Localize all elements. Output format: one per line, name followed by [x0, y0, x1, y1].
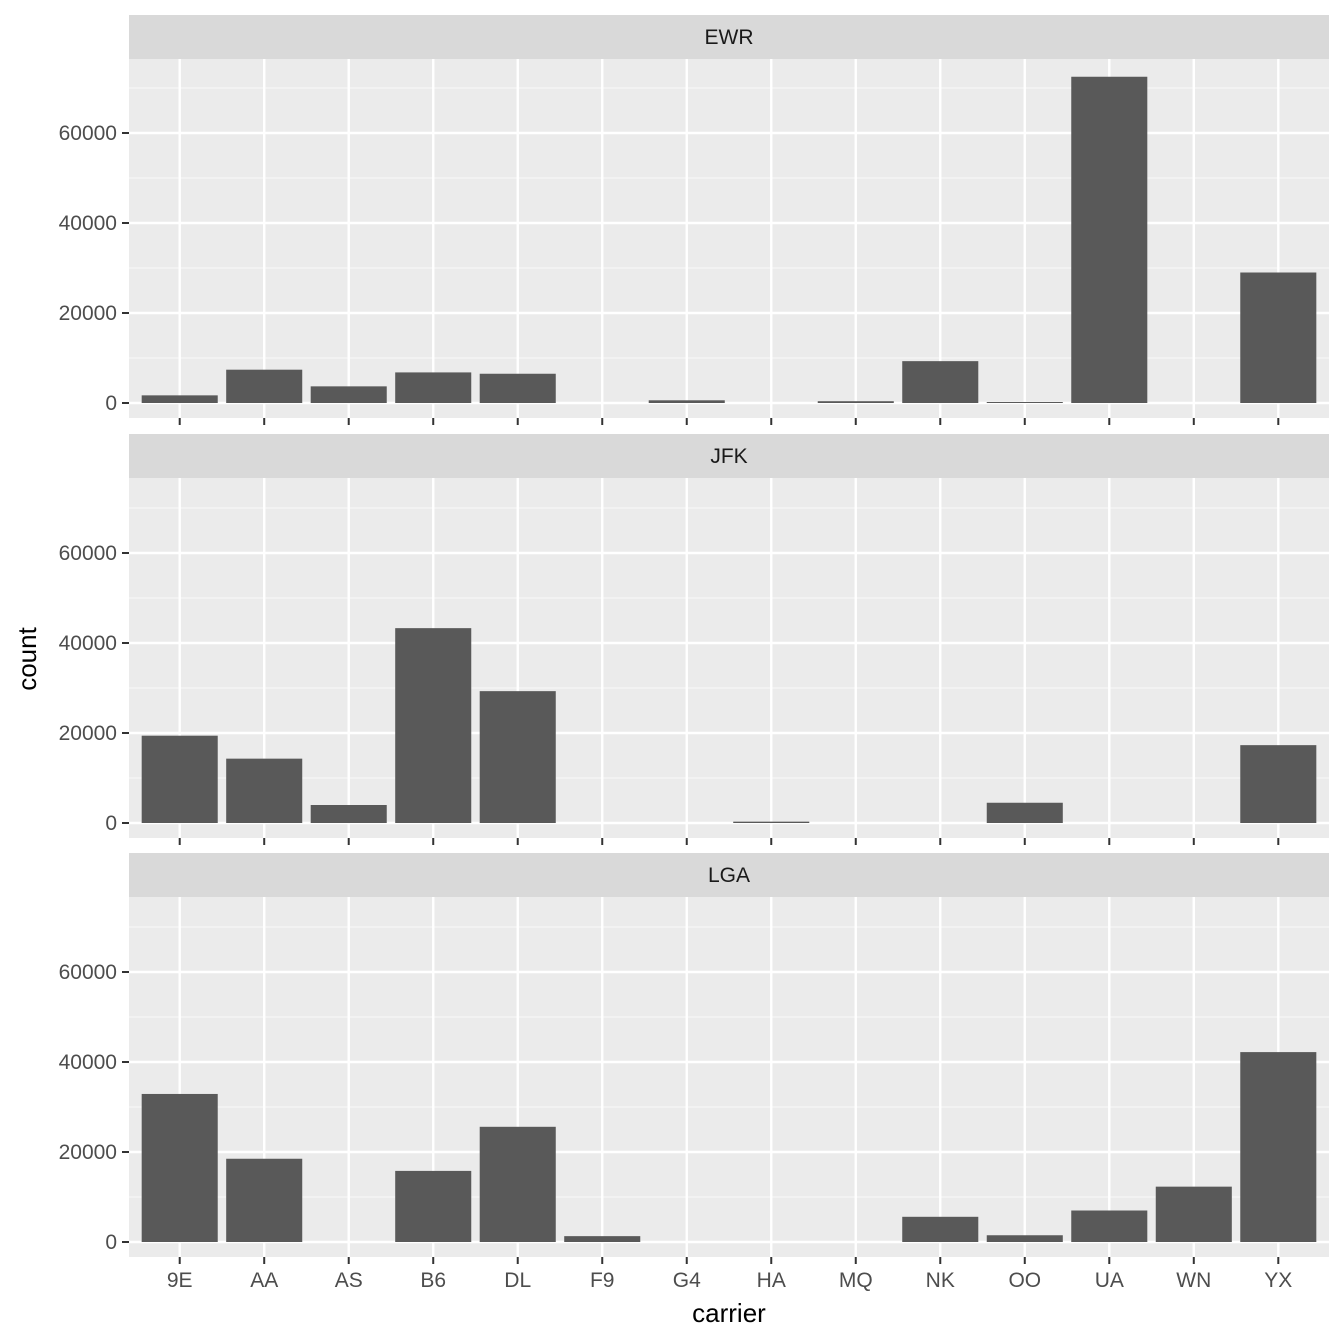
bar-ewr-mq [817, 401, 894, 403]
bar-jfk-ha [733, 821, 810, 823]
facet-panels: EWR0200004000060000JFK0200004000060000LG… [59, 15, 1329, 1264]
bar-lga-dl [479, 1126, 556, 1242]
facet-jfk: JFK 0 20000 40000 60000 [59, 434, 1329, 845]
bar-lga-oo [986, 1235, 1063, 1242]
bar-lga-nk [902, 1216, 979, 1242]
x-tick-label: WN [1176, 1269, 1211, 1292]
y-tick-label: 20000 [59, 1141, 117, 1164]
bar-ewr-aa [226, 369, 303, 403]
bar-lga-f9 [564, 1236, 641, 1242]
y-axis-title: count [12, 626, 42, 690]
x-axis: 9E AA AS B6 DL F9 G4 HA MQ NK OO UA WN YX [167, 1269, 1292, 1292]
bar-ewr-dl [479, 373, 556, 403]
y-tick-label: 40000 [59, 632, 117, 655]
facet-strip-label: EWR [705, 26, 754, 49]
y-tick-label: 40000 [59, 212, 117, 235]
bar-ewr-nk [902, 361, 979, 403]
bar-jfk-as [310, 805, 387, 823]
bar-lga-ua [1071, 1210, 1148, 1242]
bar-ewr-oo [986, 402, 1063, 403]
bar-ewr-b6 [395, 372, 472, 403]
y-tick-label: 20000 [59, 302, 117, 325]
bar-lga-9e [141, 1093, 218, 1242]
bar-jfk-dl [479, 691, 556, 823]
bar-ewr-yx [1240, 272, 1317, 403]
x-tick-label: YX [1264, 1269, 1292, 1292]
facet-ewr: EWR 0 20000 40000 60000 [59, 15, 1329, 425]
bar-lga-wn [1155, 1186, 1232, 1242]
x-tick-label: HA [757, 1269, 786, 1292]
bar-lga-yx [1240, 1052, 1317, 1242]
x-tick-label: MQ [839, 1269, 873, 1292]
y-tick-label: 60000 [59, 542, 117, 565]
x-tick-label: UA [1095, 1269, 1124, 1292]
bar-jfk-aa [226, 758, 303, 823]
bar-jfk-b6 [395, 628, 472, 823]
y-tick-label: 60000 [59, 122, 117, 145]
bar-ewr-ua [1071, 76, 1148, 403]
bar-ewr-g4 [648, 400, 725, 403]
facet-strip-label: LGA [708, 864, 750, 887]
x-tick-label: B6 [420, 1269, 446, 1292]
bar-lga-b6 [395, 1170, 472, 1242]
y-tick-label: 40000 [59, 1051, 117, 1074]
y-tick-label: 0 [105, 812, 117, 835]
facet-lga: LGA 0 20000 40000 60000 [59, 853, 1329, 1264]
x-tick-label: DL [504, 1269, 531, 1292]
x-tick-label: 9E [167, 1269, 193, 1292]
x-tick-label: AA [250, 1269, 278, 1292]
facet-strip [129, 434, 1329, 478]
x-axis-title: carrier [692, 1298, 766, 1328]
bar-jfk-yx [1240, 745, 1317, 823]
x-tick-label: G4 [673, 1269, 701, 1292]
bar-jfk-oo [986, 802, 1063, 823]
y-tick-label: 20000 [59, 722, 117, 745]
x-tick-label: AS [335, 1269, 363, 1292]
panel-background [129, 897, 1329, 1257]
panel-background [129, 59, 1329, 418]
x-tick-label: OO [1008, 1269, 1041, 1292]
bar-ewr-9e [141, 395, 218, 403]
facet-strip [129, 853, 1329, 897]
bar-ewr-as [310, 386, 387, 403]
y-tick-label: 0 [105, 1231, 117, 1254]
y-tick-label: 60000 [59, 961, 117, 984]
bar-jfk-9e [141, 735, 218, 823]
facet-strip-label: JFK [710, 445, 747, 468]
bar-lga-aa [226, 1158, 303, 1242]
facet-strip [129, 15, 1329, 59]
y-tick-label: 0 [105, 392, 117, 415]
x-tick-label: F9 [590, 1269, 615, 1292]
x-tick-label: NK [926, 1269, 955, 1292]
panel-background [129, 478, 1329, 838]
